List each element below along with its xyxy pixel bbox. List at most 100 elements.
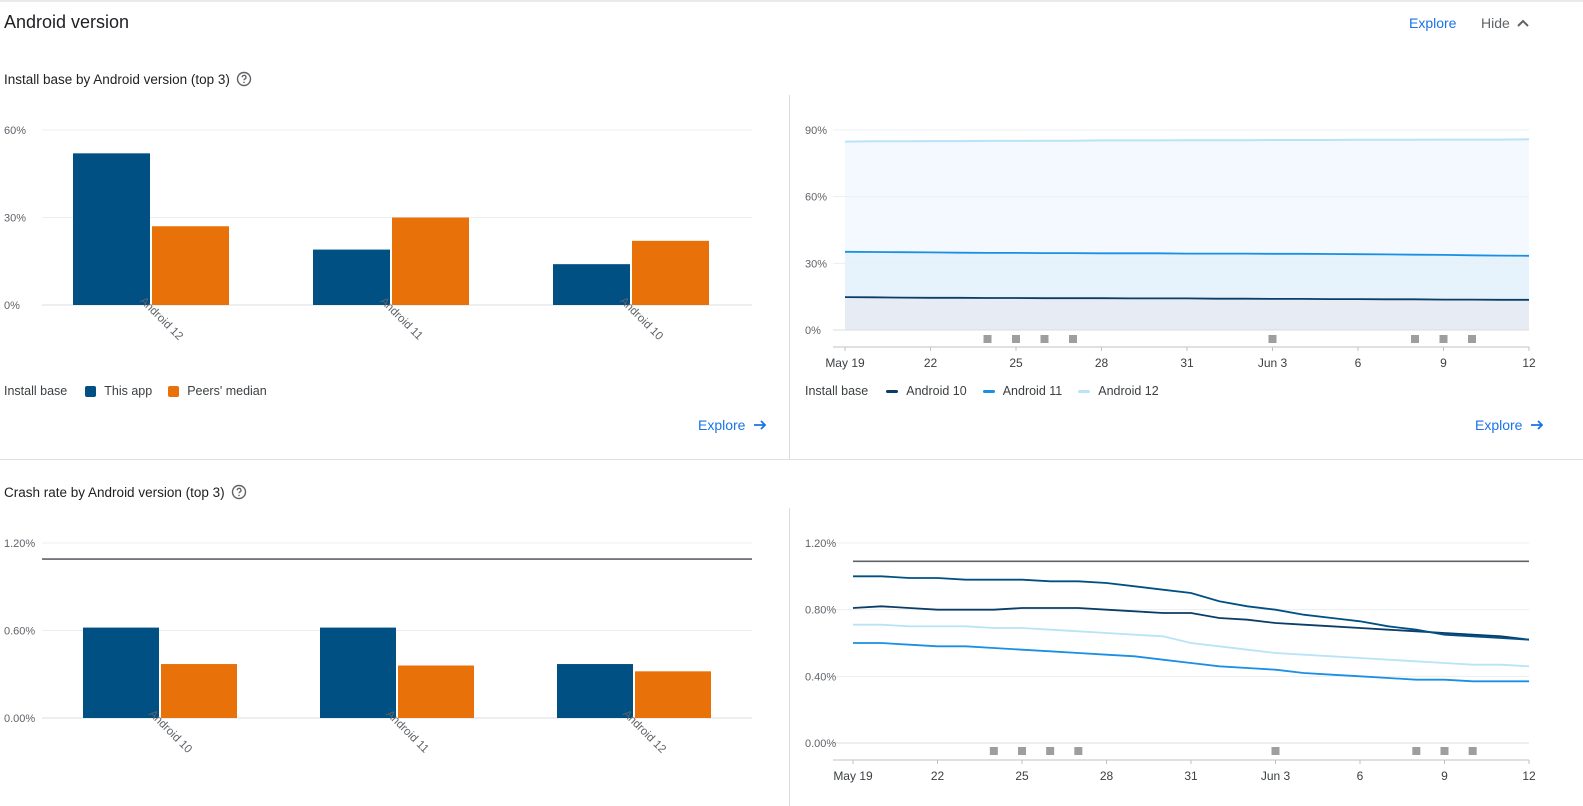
crash-section-title-text: Crash rate by Android version (top 3) xyxy=(4,484,225,500)
help-icon[interactable] xyxy=(231,484,247,500)
crash-bar-chart: 0.00%0.60%1.20%Android 10 Android 11 Andro… xyxy=(4,538,752,756)
bar-peers-median xyxy=(392,217,469,305)
x-tick-label: 6 xyxy=(1357,769,1364,783)
series-line-android-10 xyxy=(852,605,1530,641)
y-tick-label: 60% xyxy=(805,192,827,204)
arrow-right-icon xyxy=(1531,420,1544,430)
x-tick-label: May 19 xyxy=(825,356,865,370)
annotation-marker xyxy=(1018,747,1026,755)
legend-this-app: This app xyxy=(85,384,152,398)
page-title: Android version xyxy=(4,12,130,32)
x-tick-label: 22 xyxy=(924,356,938,370)
y-tick-label: 30% xyxy=(4,213,26,225)
annotation-marker xyxy=(1012,335,1020,343)
bar-this-app xyxy=(313,249,390,305)
x-tick-label: 28 xyxy=(1095,356,1109,370)
y-tick-label: 0% xyxy=(4,300,20,312)
install-section-title: Install base by Android version (top 3) xyxy=(4,71,252,87)
x-tick-label: 25 xyxy=(1009,356,1023,370)
legend-title: Install base xyxy=(4,384,68,398)
y-tick-label: 90% xyxy=(805,125,827,137)
chevron-up-icon xyxy=(1517,19,1529,27)
android10-swatch xyxy=(886,389,899,393)
x-tick-label: 31 xyxy=(1180,356,1194,370)
install-section-title-text: Install base by Android version (top 3) xyxy=(4,71,230,87)
x-tick-label: 25 xyxy=(1015,769,1029,783)
peers-swatch xyxy=(168,385,180,397)
y-tick-label: 30% xyxy=(805,258,827,270)
top-border xyxy=(0,0,1583,2)
legend-peers: Peers' median xyxy=(168,384,267,398)
bar-peers-median xyxy=(398,665,474,718)
bar-peers-median xyxy=(635,671,711,718)
bar-this-app xyxy=(320,627,396,718)
series-line-android-10 xyxy=(844,296,1529,301)
legend-title-right: Install base xyxy=(805,384,869,398)
this-app-swatch xyxy=(85,385,97,397)
header-explore-link[interactable]: Explore xyxy=(1409,15,1457,31)
y-tick-label: 1.20% xyxy=(805,538,836,550)
legend-android12-label: Android 12 xyxy=(1098,384,1159,398)
install-bar-explore-label: Explore xyxy=(698,417,746,433)
help-icon[interactable] xyxy=(236,71,252,87)
annotation-marker xyxy=(1046,747,1055,755)
install-bar-chart: 0%30%60%Android 12 Android 11 Android 10 xyxy=(4,125,752,343)
series-line-android-11 xyxy=(853,642,1529,683)
annotation-marker xyxy=(1074,747,1083,755)
android12-swatch xyxy=(1078,389,1091,393)
annotation-marker xyxy=(1069,335,1077,343)
hide-label: Hide xyxy=(1481,15,1510,31)
bar-this-app xyxy=(83,627,159,718)
arrow-right-icon xyxy=(754,420,767,430)
annotation-marker xyxy=(1412,747,1421,755)
legend-this-app-label: This app xyxy=(104,384,153,398)
bar-this-app xyxy=(73,153,150,305)
annotation-marker xyxy=(1268,335,1277,343)
annotation-marker xyxy=(1468,335,1476,343)
crash-section-title: Crash rate by Android version (top 3) xyxy=(4,484,247,500)
install-bar-explore-link[interactable]: Explore xyxy=(698,417,767,433)
area-android-10 xyxy=(845,297,1529,330)
series-line-android-11 xyxy=(844,250,1530,257)
x-tick-label: 9 xyxy=(1440,356,1447,370)
install-line-chart: 0% 30% 60% 90% May 19 22 25 28 31 Jun 3 6 9 12 xyxy=(805,125,1536,370)
x-tick-label: 28 xyxy=(1100,769,1114,783)
legend-android12: Android 12 xyxy=(1078,384,1159,398)
x-tick-label: 22 xyxy=(931,769,945,783)
install-bar-legend: Install base This app Peers' median xyxy=(4,384,283,398)
x-tick-label: Jun 3 xyxy=(1261,769,1291,783)
crash-line-chart: 0.00% 0.40% 0.80% 1.20% May 19 22 25 28 31 Jun 3 6… xyxy=(805,538,1536,783)
x-tick-label: 12 xyxy=(1522,769,1536,783)
annotation-marker xyxy=(1440,747,1449,755)
series-line-android-12 xyxy=(853,623,1530,668)
x-tick-label: 6 xyxy=(1355,356,1362,370)
x-tick-label: 12 xyxy=(1522,356,1536,370)
install-line-explore-link[interactable]: Explore xyxy=(1475,417,1544,433)
hide-button[interactable]: Hide xyxy=(1481,15,1530,31)
legend-android10: Android 10 xyxy=(886,384,967,398)
y-tick-label: 0.40% xyxy=(805,671,836,683)
x-tick-label: 31 xyxy=(1184,769,1198,783)
bar-peers-median xyxy=(152,226,229,305)
x-tick-label: May 19 xyxy=(833,769,873,783)
bar-peers-median xyxy=(632,240,709,305)
legend-android10-label: Android 10 xyxy=(906,384,967,398)
y-tick-label: 0.80% xyxy=(805,605,836,617)
legend-android11: Android 11 xyxy=(982,384,1062,398)
android11-swatch xyxy=(982,389,995,393)
section-divider xyxy=(0,459,1583,460)
annotation-marker xyxy=(1468,747,1477,755)
y-tick-label: 0.60% xyxy=(4,626,35,638)
series-line-android-12 xyxy=(844,138,1530,143)
y-tick-label: 0% xyxy=(805,325,821,337)
legend-peers-label: Peers' median xyxy=(187,384,267,398)
bar-peers-median xyxy=(161,664,237,718)
install-line-legend: Install base Android 10 Android 11 Andro… xyxy=(805,384,1175,398)
y-tick-label: 60% xyxy=(4,125,26,137)
bar-this-app xyxy=(557,664,633,718)
annotation-marker xyxy=(1040,335,1049,343)
install-divider xyxy=(789,95,790,459)
annotation-marker xyxy=(989,747,998,755)
annotation-marker xyxy=(983,335,992,343)
bar-this-app xyxy=(553,264,630,305)
